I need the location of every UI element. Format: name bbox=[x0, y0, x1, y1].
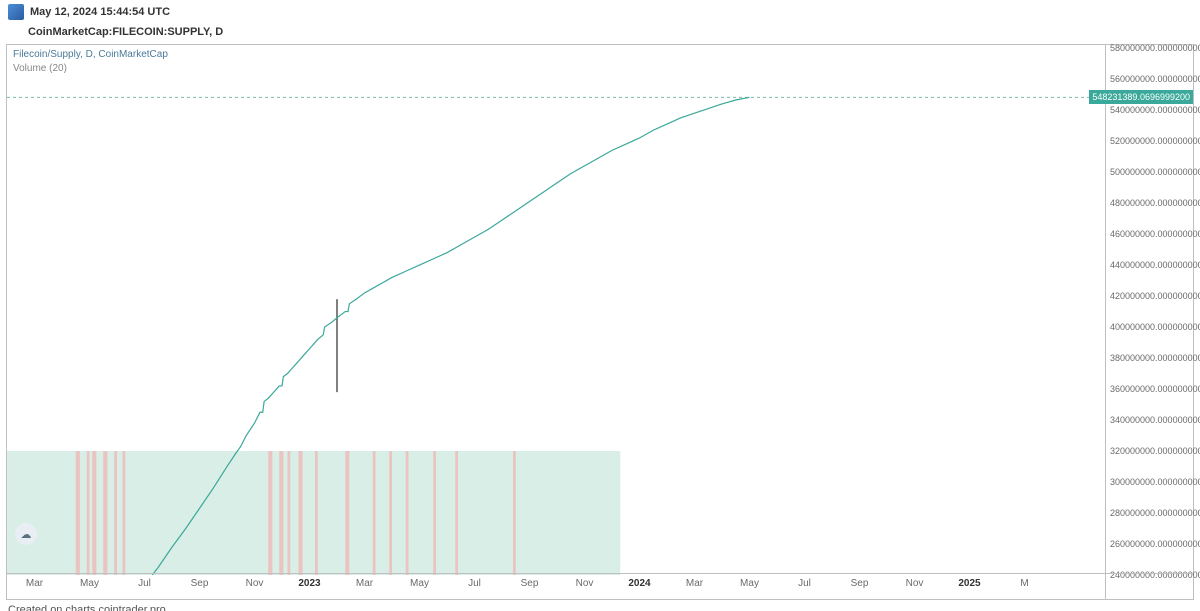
y-tick-label: 540000000.0000000000 bbox=[1110, 105, 1200, 115]
y-tick-label: 340000000.0000000000 bbox=[1110, 415, 1200, 425]
y-tick-label: 520000000.0000000000 bbox=[1110, 136, 1200, 146]
y-tick-label: 580000000.0000000000 bbox=[1110, 43, 1200, 53]
y-tick-label: 460000000.0000000000 bbox=[1110, 229, 1200, 239]
x-tick-label: Nov bbox=[246, 578, 264, 589]
x-tick-label: 2025 bbox=[958, 578, 980, 589]
y-tick-label: 560000000.0000000000 bbox=[1110, 74, 1200, 84]
x-tick-label: Sep bbox=[851, 578, 869, 589]
y-axis: 240000000.0000000000260000000.0000000000… bbox=[1105, 45, 1193, 575]
x-tick-label: Mar bbox=[356, 578, 373, 589]
axis-corner bbox=[1105, 573, 1193, 599]
y-tick-label: 360000000.0000000000 bbox=[1110, 384, 1200, 394]
x-axis: Mar May Jul Sep Nov 2023 Mar May Jul Sep Nov 2024 Ma… bbox=[7, 573, 1107, 599]
x-tick-label: Jul bbox=[468, 578, 481, 589]
y-tick-label: 300000000.0000000000 bbox=[1110, 477, 1200, 487]
timestamp: May 12, 2024 15:44:54 UTC bbox=[30, 6, 170, 18]
x-tick-label: Jul bbox=[138, 578, 151, 589]
x-tick-label: Nov bbox=[576, 578, 594, 589]
x-tick-label: Sep bbox=[521, 578, 539, 589]
x-tick-label: M bbox=[1020, 578, 1028, 589]
y-tick-label: 260000000.0000000000 bbox=[1110, 539, 1200, 549]
y-tick-label: 380000000.0000000000 bbox=[1110, 353, 1200, 363]
y-tick-label: 500000000.0000000000 bbox=[1110, 167, 1200, 177]
y-tick-label: 320000000.0000000000 bbox=[1110, 446, 1200, 456]
plot-area[interactable]: Filecoin/Supply, D, CoinMarketCap Volume… bbox=[7, 45, 1107, 575]
chart-svg bbox=[7, 45, 1107, 575]
symbol-line: CoinMarketCap:FILECOIN:SUPPLY, D bbox=[0, 24, 1200, 44]
x-tick-label: Sep bbox=[191, 578, 209, 589]
provider-badge-icon: ☁ bbox=[15, 523, 37, 545]
x-tick-label: Mar bbox=[686, 578, 703, 589]
last-price-tag: 548231389.0696999200 bbox=[1089, 90, 1193, 104]
y-tick-label: 400000000.0000000000 bbox=[1110, 322, 1200, 332]
header: May 12, 2024 15:44:54 UTC bbox=[0, 0, 1200, 24]
x-tick-label: 2024 bbox=[628, 578, 650, 589]
y-tick-label: 480000000.0000000000 bbox=[1110, 198, 1200, 208]
y-tick-label: 440000000.0000000000 bbox=[1110, 260, 1200, 270]
logo-icon bbox=[8, 4, 24, 20]
legend-title: Filecoin/Supply, D, CoinMarketCap bbox=[13, 49, 168, 60]
x-tick-label: Mar bbox=[26, 578, 43, 589]
x-tick-label: Nov bbox=[906, 578, 924, 589]
x-tick-label: May bbox=[740, 578, 759, 589]
chart-container[interactable]: Filecoin/Supply, D, CoinMarketCap Volume… bbox=[6, 44, 1194, 600]
x-tick-label: Jul bbox=[798, 578, 811, 589]
x-tick-label: May bbox=[80, 578, 99, 589]
x-tick-label: 2023 bbox=[298, 578, 320, 589]
legend-sub: Volume (20) bbox=[13, 63, 67, 74]
y-tick-label: 280000000.0000000000 bbox=[1110, 508, 1200, 518]
footer-attribution: Created on charts.cointrader.pro bbox=[0, 600, 1200, 611]
x-tick-label: May bbox=[410, 578, 429, 589]
y-tick-label: 420000000.0000000000 bbox=[1110, 291, 1200, 301]
